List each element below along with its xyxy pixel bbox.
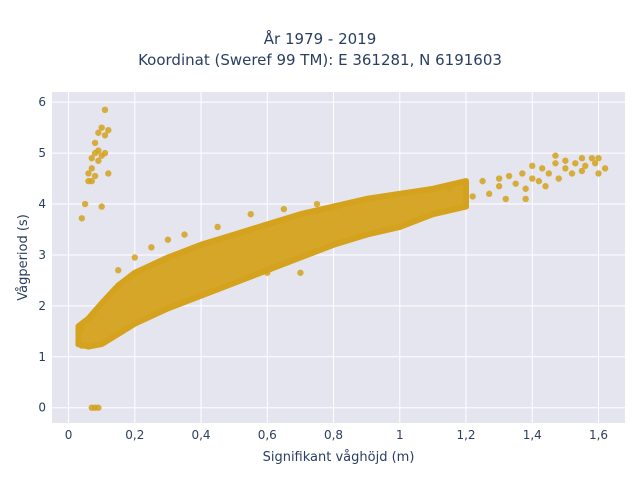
scatter-point (78, 325, 86, 332)
scatter-point (562, 165, 569, 172)
scatter-point (85, 170, 92, 177)
scatter-point (88, 165, 95, 172)
scatter-point (595, 170, 602, 177)
scatter-point (502, 195, 509, 203)
scatter-point (297, 269, 304, 276)
scatter-point (181, 231, 188, 238)
scatter-point (78, 215, 86, 222)
main-point-band (75, 178, 469, 350)
scatter-point (81, 200, 89, 208)
scatter-point (469, 193, 476, 200)
scatter-point (446, 185, 453, 192)
y-tick-label: 5 (38, 146, 46, 160)
scatter-point (88, 155, 95, 162)
scatter-point (131, 254, 139, 261)
scatter-point (95, 404, 102, 411)
x-tick-label: 1 (396, 428, 404, 442)
scatter-point (91, 172, 99, 180)
x-tick-labels: 0 0,2 0,4 0,6 0,8 1 1,2 1,4 1,6 (65, 428, 608, 442)
x-tick-label: 0,6 (258, 428, 277, 442)
x-tick-label: 0,8 (324, 428, 343, 442)
scatter-point (522, 185, 529, 192)
scatter-point (479, 177, 486, 185)
scatter-point (91, 139, 99, 147)
x-tick-label: 0 (65, 428, 73, 442)
dense-point-cloud (75, 178, 469, 350)
scatter-point (588, 155, 596, 162)
scatter-point (552, 160, 559, 167)
scatter-point (601, 165, 609, 172)
scatter-points (75, 106, 609, 411)
scatter-point (519, 170, 526, 177)
scatter-point (95, 129, 102, 136)
x-tick-label: 1,4 (523, 428, 542, 442)
scatter-point (115, 267, 122, 274)
scatter-point (148, 244, 155, 251)
scatter-point (98, 124, 105, 131)
scatter-point (522, 195, 529, 203)
scatter-point (582, 162, 589, 170)
y-tick-label: 4 (38, 197, 46, 211)
scatter-point (555, 175, 562, 182)
scatter-point (542, 183, 549, 190)
scatter-point (578, 167, 586, 175)
scatter-point (313, 200, 321, 208)
y-tick-label: 1 (38, 350, 46, 364)
chart-title: År 1979 - 2019 (263, 30, 377, 48)
y-axis-title: Vågperiod (s) (16, 214, 31, 301)
scatter-point (495, 183, 503, 190)
x-tick-label: 0,4 (191, 428, 210, 442)
x-axis-title: Signifikant våghöjd (m) (263, 450, 415, 465)
scatter-point (512, 180, 519, 187)
scatter-point (105, 170, 112, 177)
scatter-point (164, 236, 172, 243)
y-tick-label: 2 (38, 299, 46, 313)
scatter-point (562, 157, 569, 164)
scatter-point (545, 170, 553, 177)
y-tick-label: 0 (38, 401, 46, 415)
scatter-point (529, 175, 536, 182)
scatter-point (505, 172, 513, 180)
scatter-point (495, 175, 503, 182)
plot-area (52, 92, 625, 423)
scatter-point (88, 177, 95, 185)
scatter-point (552, 152, 559, 159)
chart-subtitle: Koordinat (Sweref 99 TM): E 361281, N 61… (138, 51, 502, 69)
scatter-point (101, 106, 109, 114)
scatter-point (101, 132, 109, 139)
x-tick-label: 1,6 (589, 428, 608, 442)
scatter-point (462, 180, 470, 187)
scatter-point (591, 160, 599, 167)
scatter-point (578, 155, 586, 162)
scatter-point (78, 342, 86, 349)
scatter-point (98, 203, 105, 210)
y-tick-labels: 0 1 2 3 4 5 6 (38, 95, 46, 415)
scatter-point (280, 205, 288, 213)
scatter-point (247, 211, 254, 218)
scatter-point (595, 155, 602, 162)
x-tick-label: 1,2 (456, 428, 475, 442)
scatter-point (264, 269, 271, 276)
scatter-point (486, 190, 493, 198)
scatter-point (101, 149, 109, 157)
y-tick-label: 6 (38, 95, 46, 109)
scatter-point (214, 223, 221, 231)
x-tick-label: 0,2 (125, 428, 144, 442)
scatter-point (572, 160, 579, 167)
scatter-point (95, 147, 102, 154)
scatter-point (105, 126, 112, 134)
scatter-point (95, 157, 102, 164)
scatter-point (529, 162, 536, 170)
scatter-point (568, 170, 576, 177)
scatter-point (535, 177, 543, 185)
scatter-point (538, 165, 546, 172)
y-tick-label: 3 (38, 248, 46, 262)
